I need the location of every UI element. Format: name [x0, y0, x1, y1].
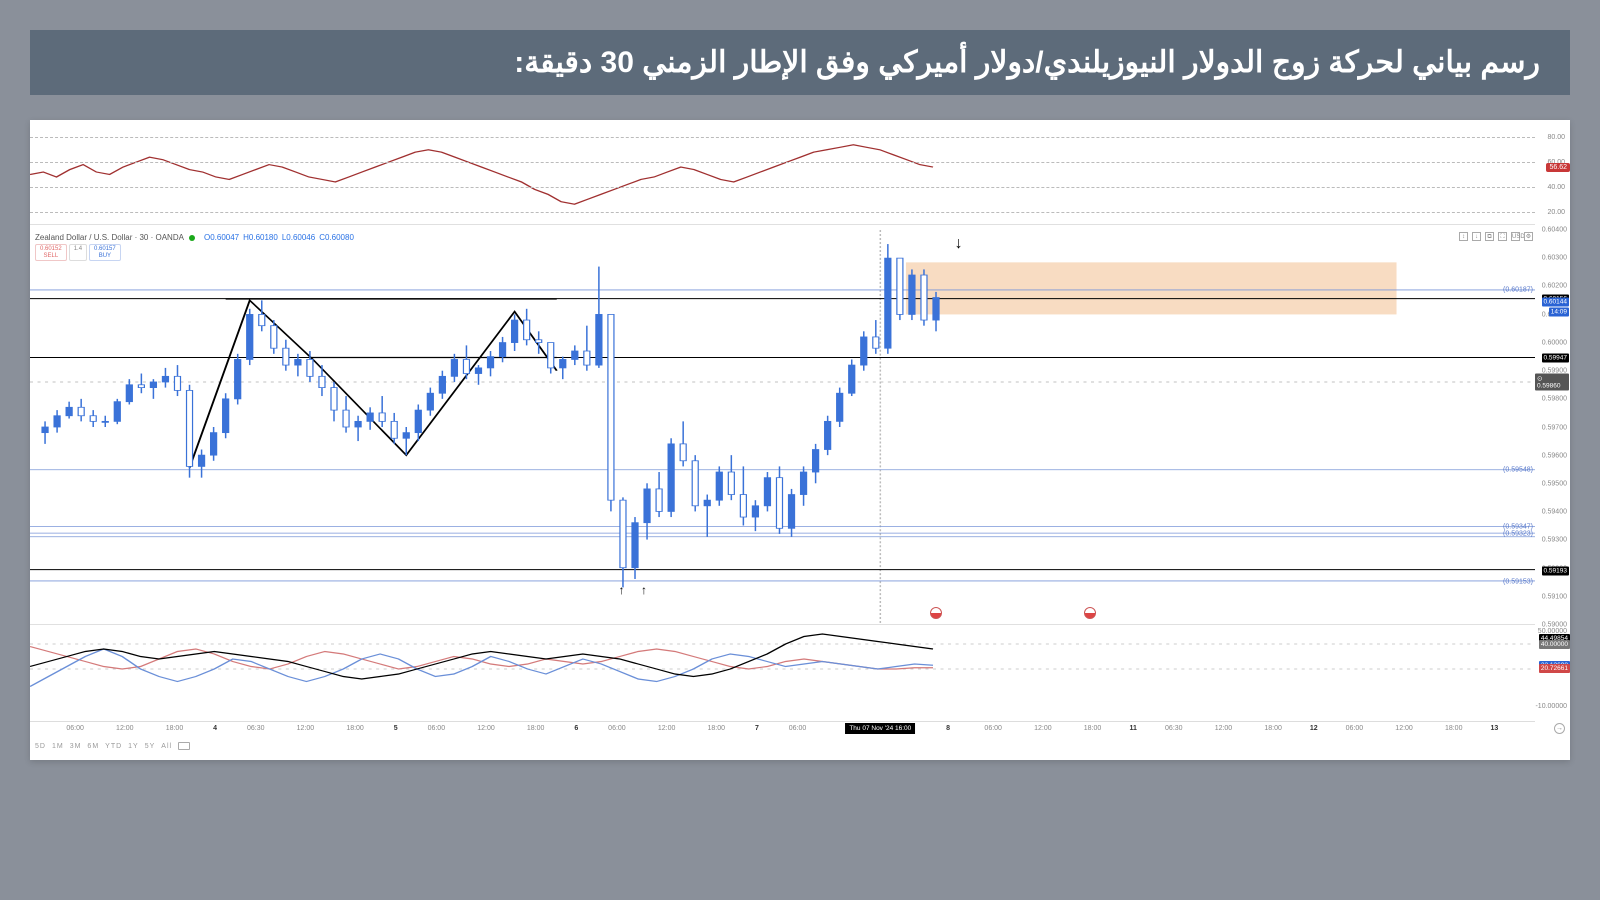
- time-axis: 06:0012:0018:00406:3012:0018:00506:0012:…: [30, 721, 1535, 739]
- snapshot-icon[interactable]: [178, 742, 190, 750]
- interval-YTD[interactable]: YTD: [105, 743, 122, 750]
- price-y-axis: 0.604000.603000.602000.601000.600000.599…: [1535, 230, 1570, 625]
- chart-card: 80.0060.0040.0020.0056.62 Zealand Dollar…: [30, 120, 1570, 760]
- econ-event-icon[interactable]: [1084, 607, 1096, 619]
- interval-1Y[interactable]: 1Y: [128, 743, 139, 750]
- econ-event-icon[interactable]: [930, 607, 942, 619]
- up-arrow-icon: ↑: [618, 583, 624, 597]
- goto-date-button[interactable]: →: [1554, 723, 1565, 734]
- interval-All[interactable]: All: [161, 743, 172, 750]
- interval-5D[interactable]: 5D: [35, 743, 46, 750]
- price-pane[interactable]: Zealand Dollar / U.S. Dollar · 30 · OAND…: [30, 230, 1535, 625]
- interval-3M[interactable]: 3M: [70, 743, 82, 750]
- interval-5Y[interactable]: 5Y: [145, 743, 156, 750]
- down-arrow-icon: ↓: [955, 235, 963, 253]
- rsi-pane: 80.0060.0040.0020.0056.62: [30, 125, 1535, 225]
- interval-1M[interactable]: 1M: [52, 743, 64, 750]
- header-bar: رسم بياني لحركة زوج الدولار النيوزيلندي/…: [30, 30, 1570, 95]
- interval-6M[interactable]: 6M: [87, 743, 99, 750]
- indicator-pane: 50.00000-10.0000044.4985440.0000023.1369…: [30, 629, 1535, 719]
- page-title: رسم بياني لحركة زوج الدولار النيوزيلندي/…: [514, 45, 1540, 80]
- up-arrow-icon: ↑: [641, 583, 647, 597]
- interval-row: 5D 1M 3M 6M YTD 1Y 5Y All: [35, 742, 190, 750]
